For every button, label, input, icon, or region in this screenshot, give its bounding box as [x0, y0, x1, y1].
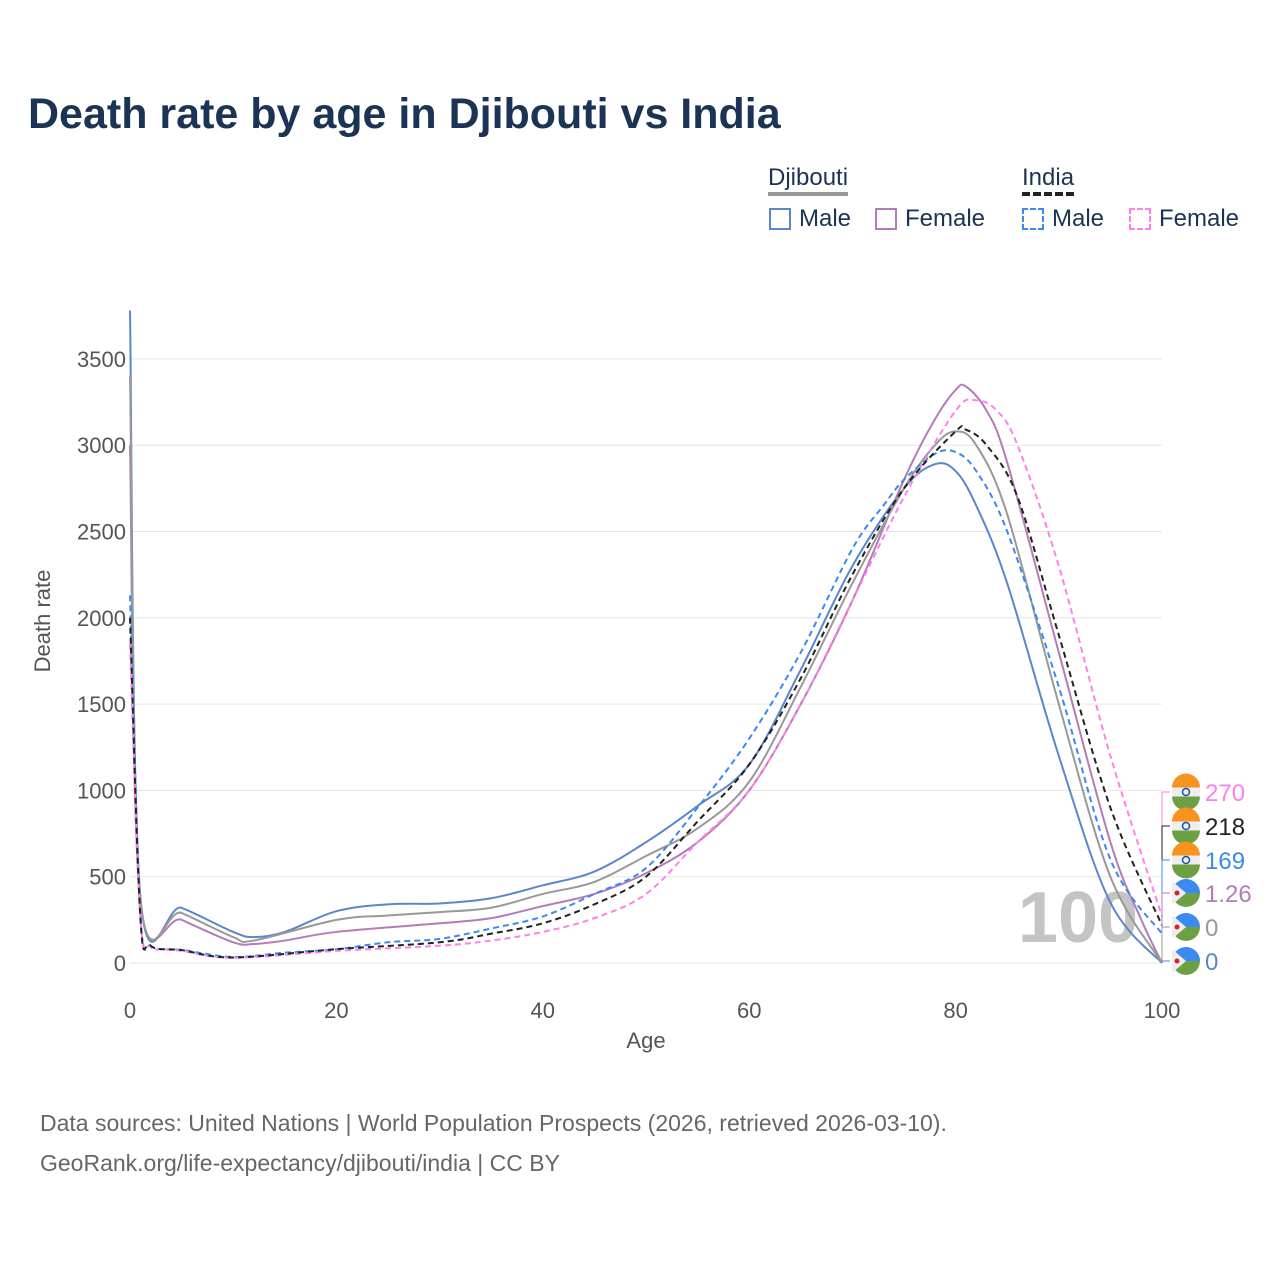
end-value: 1.26	[1205, 881, 1252, 908]
india-flag-icon	[1172, 807, 1200, 845]
legend-swatch-djibouti-male[interactable]	[769, 208, 791, 230]
y-tick-label: 3000	[77, 433, 126, 458]
djibouti-flag-icon	[1172, 913, 1200, 941]
legend-label-djibouti-male: Male	[799, 205, 852, 232]
legend-swatch-india-female[interactable]	[1129, 208, 1151, 230]
series-line-india-total[interactable]	[129, 424, 1163, 959]
x-axis-label: Age	[626, 1028, 665, 1053]
x-tick-label: 40	[531, 998, 555, 1023]
connector-line	[1161, 791, 1170, 917]
connector-line	[1161, 926, 1170, 963]
djibouti-flag-icon	[1172, 879, 1200, 907]
legend-india: India	[1022, 164, 1075, 196]
series-line-djibouti-total[interactable]	[129, 376, 1163, 964]
connector-line	[1161, 892, 1170, 963]
legend-djibouti: Djibouti	[768, 164, 849, 196]
end-value: 218	[1205, 814, 1245, 841]
y-tick-label: 500	[89, 865, 126, 890]
connector-line	[1161, 859, 1170, 934]
series-line-djibouti-male[interactable]	[129, 310, 1163, 964]
end-value: 270	[1205, 780, 1245, 807]
chart-title: Death rate by age in Djibouti vs India	[28, 90, 781, 138]
legend-label-india-female: Female	[1159, 205, 1240, 232]
y-tick-label: 1500	[77, 692, 126, 717]
y-axis-label: Death rate	[30, 570, 55, 673]
x-tick-label: 80	[943, 998, 967, 1023]
y-tick-label: 1000	[77, 778, 126, 803]
x-tick-label: 20	[324, 998, 348, 1023]
end-label-india-male: 169	[1161, 841, 1245, 934]
end-label-india-total: 218	[1161, 807, 1245, 926]
legend-swatch-india-male[interactable]	[1022, 208, 1044, 230]
india-flag-icon	[1172, 841, 1200, 879]
y-tick-label: 0	[114, 951, 126, 976]
x-tick-label: 100	[1144, 998, 1181, 1023]
connector-line	[1161, 960, 1170, 963]
legend-label-india-male: Male	[1052, 205, 1105, 232]
connector-line	[1161, 825, 1170, 926]
source-line-2: GeoRank.org/life-expectancy/djibouti/ind…	[40, 1150, 560, 1176]
end-value: 169	[1205, 848, 1245, 875]
end-value: 0	[1205, 949, 1218, 976]
y-tick-label: 3500	[77, 347, 126, 372]
watermark-year: 100	[1018, 878, 1138, 958]
series-line-djibouti-female[interactable]	[129, 383, 1163, 964]
end-label-djibouti-male: 0	[1161, 947, 1218, 976]
source-line-1: Data sources: United Nations | World Pop…	[40, 1110, 947, 1136]
end-value: 0	[1205, 915, 1218, 942]
india-flag-icon	[1172, 773, 1200, 811]
legend-swatch-djibouti-female[interactable]	[875, 208, 897, 230]
djibouti-flag-icon	[1172, 947, 1200, 975]
end-label-djibouti-total: 0	[1161, 913, 1218, 963]
end-label-djibouti-female: 1.26	[1161, 879, 1252, 963]
x-tick-label: 0	[124, 998, 136, 1023]
x-tick-label: 60	[737, 998, 761, 1023]
y-tick-label: 2000	[77, 606, 126, 631]
legend-label-djibouti-female: Female	[905, 205, 986, 232]
y-tick-label: 2500	[77, 520, 126, 545]
series-line-india-male[interactable]	[129, 449, 1163, 958]
